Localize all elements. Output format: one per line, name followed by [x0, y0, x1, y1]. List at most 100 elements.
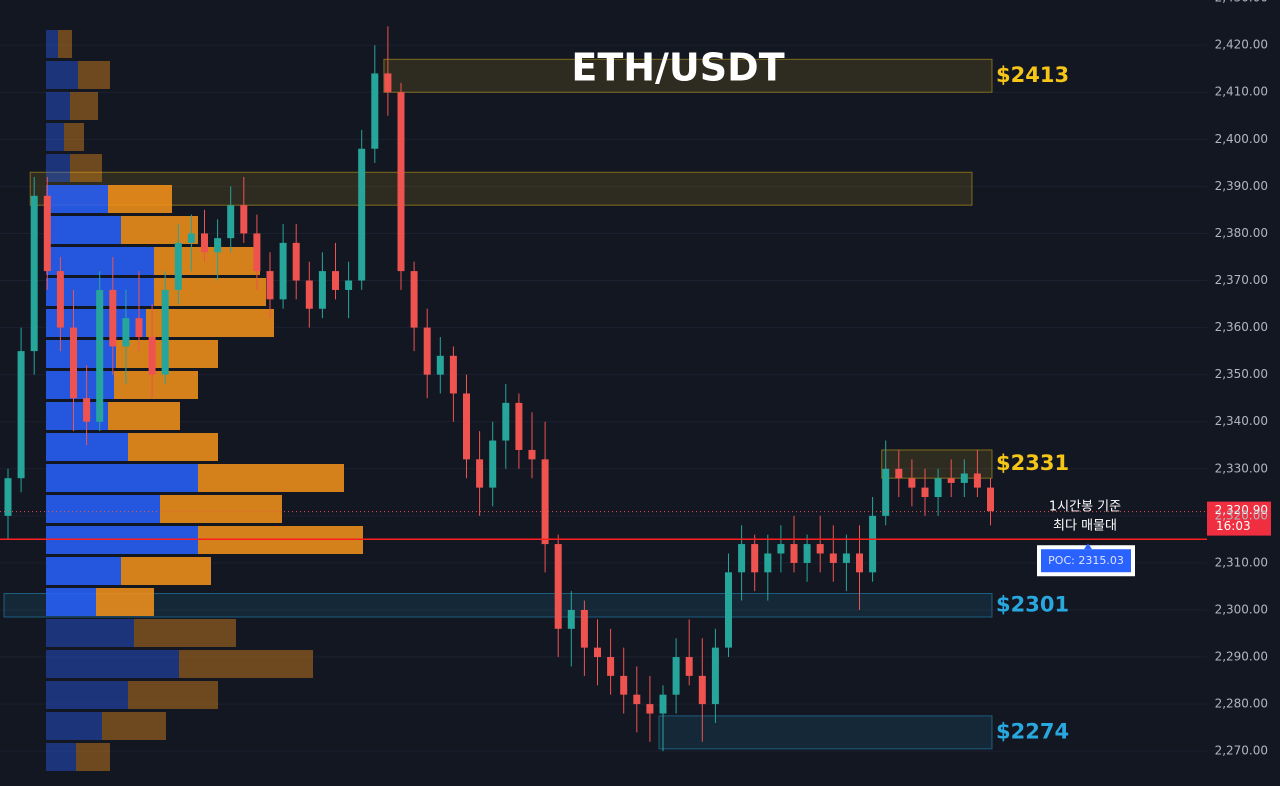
candle-body [253, 233, 261, 272]
y-tick-label: 2,280.00 [1215, 697, 1268, 711]
chart-title: ETH/USDT [571, 46, 784, 90]
candle-body [554, 544, 562, 629]
candle-body [764, 553, 772, 573]
y-tick-label: 2,370.00 [1215, 273, 1268, 287]
candle-body [672, 657, 680, 695]
profile-buy [46, 154, 70, 182]
y-tick-label: 2,390.00 [1215, 179, 1268, 193]
candle-body [266, 271, 274, 300]
candle-body [973, 473, 981, 488]
candle-body [698, 675, 706, 705]
zone [383, 58, 993, 93]
candle-body [161, 289, 169, 375]
poc-label: POC: 2315.03 [1048, 554, 1124, 567]
y-tick-label: 2,330.00 [1215, 461, 1268, 475]
profile-buy [46, 464, 198, 492]
y-tick-label: 2,360.00 [1215, 320, 1268, 334]
candle-body [135, 318, 143, 337]
candle-body [174, 242, 182, 290]
candle-body [410, 271, 418, 328]
profile-buy [46, 619, 134, 647]
candle-body [842, 553, 850, 563]
profile-buy [46, 340, 116, 368]
zone-label: $2331 [996, 451, 1069, 475]
candle-body [541, 459, 549, 545]
candle-body [725, 572, 732, 648]
profile-sell [154, 278, 266, 306]
candle-body [607, 657, 615, 676]
profile-sell [64, 123, 84, 151]
candle-body [371, 73, 379, 149]
y-tick-label: 2,270.00 [1215, 744, 1268, 758]
zone [658, 715, 993, 750]
candle-body [908, 478, 916, 488]
profile-buy [46, 123, 64, 151]
profile-sell [76, 743, 110, 771]
profile-buy [46, 495, 160, 523]
profile-buy [46, 712, 102, 740]
y-tick-label: 2,400.00 [1215, 132, 1268, 146]
y-tick-label: 2,420.00 [1215, 38, 1268, 52]
poc-pointer [1084, 543, 1092, 550]
candle-body [987, 487, 994, 512]
candle-body [423, 327, 431, 375]
candle-body [476, 459, 484, 488]
candle-body [109, 289, 117, 347]
profile-buy [46, 216, 121, 244]
candle-body [934, 478, 942, 498]
candle-body [305, 280, 313, 309]
y-tick-label: 2,380.00 [1215, 226, 1268, 240]
candle-body [633, 694, 641, 705]
candle-body [43, 195, 51, 272]
candle-body [318, 271, 326, 309]
candle-body [659, 694, 667, 714]
last-price-box [1207, 501, 1271, 536]
profile-buy [46, 588, 96, 616]
candle-body [332, 271, 339, 290]
profile-sell [121, 557, 211, 585]
candle-body [947, 478, 955, 483]
candle-body [502, 402, 510, 441]
profile-sell [121, 216, 198, 244]
profile-buy [46, 247, 154, 275]
profile-sell [134, 619, 236, 647]
candle-body [345, 280, 353, 290]
y-tick-label: 2,430.00 [1215, 0, 1268, 5]
candle-body [187, 233, 195, 243]
candle-body [567, 609, 575, 629]
candle-body [856, 553, 863, 573]
profile-sell [58, 30, 72, 58]
profile-buy [46, 743, 76, 771]
candle-body [30, 195, 38, 352]
profile-sell [160, 495, 282, 523]
zone-label: $2413 [996, 63, 1069, 87]
profile-buy [46, 371, 114, 399]
profile-sell [128, 681, 218, 709]
profile-sell [179, 650, 313, 678]
profile-sell [78, 61, 110, 89]
profile-sell [108, 402, 180, 430]
y-tick-label: 2,320.00 [1215, 508, 1268, 522]
y-tick-label: 2,410.00 [1215, 85, 1268, 99]
candle-body [685, 657, 693, 676]
candle-body [227, 205, 235, 239]
candle-body [829, 553, 837, 563]
candle-body [960, 473, 968, 483]
y-tick-label: 2,340.00 [1215, 414, 1268, 428]
profile-buy [46, 557, 121, 585]
candle-body [70, 327, 77, 399]
candle-body [292, 242, 300, 281]
zone [29, 171, 973, 206]
candle-body [751, 544, 759, 573]
candle-body [816, 544, 824, 554]
y-tick-label: 2,300.00 [1215, 602, 1268, 616]
profile-buy [46, 61, 78, 89]
zones: $2413 $2331 $2301 $2274 [3, 58, 1069, 750]
candle-body [436, 355, 444, 375]
candle-body [449, 355, 457, 394]
y-tick-label: 2,310.00 [1215, 555, 1268, 569]
candle-body [279, 242, 287, 300]
